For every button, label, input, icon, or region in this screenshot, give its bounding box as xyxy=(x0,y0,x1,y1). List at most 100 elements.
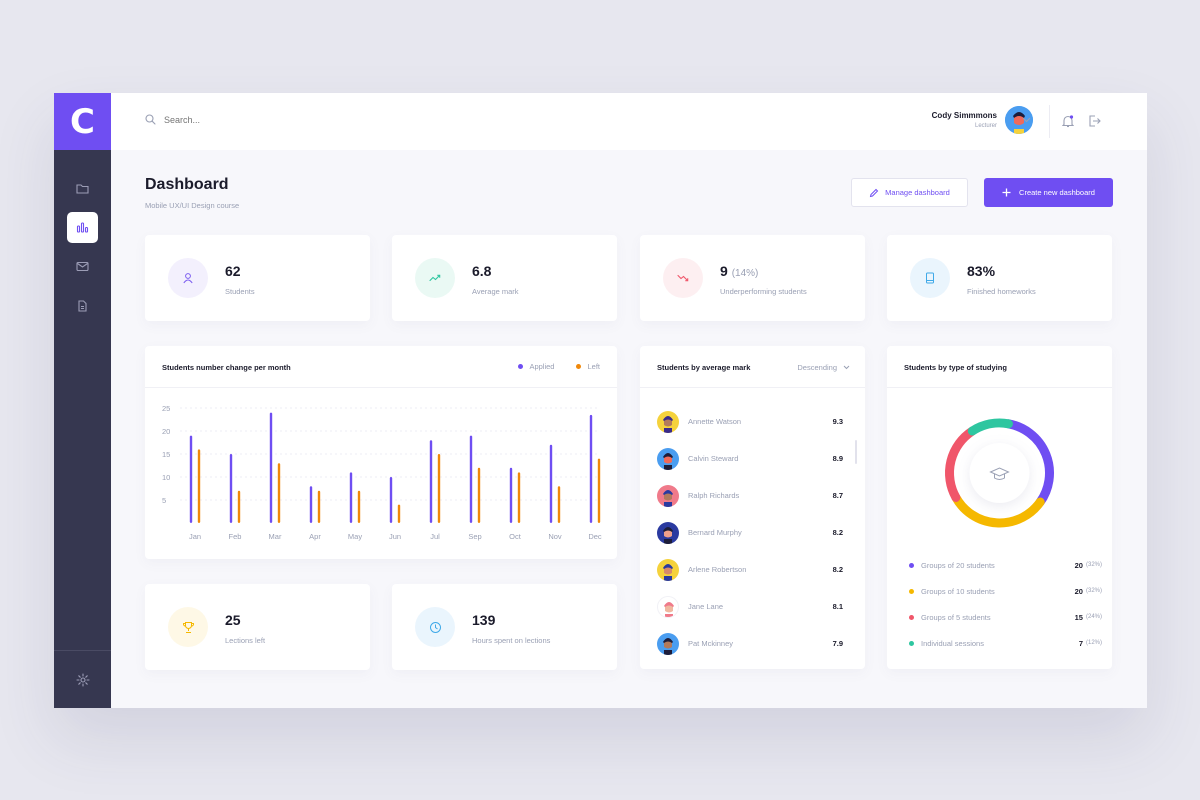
card-divider xyxy=(887,387,1112,388)
student-name: Pat Mckinney xyxy=(688,639,734,648)
student-mark: 7.9 xyxy=(832,639,843,648)
app-logo[interactable]: C xyxy=(54,93,111,150)
legend-percent: (32%) xyxy=(1085,562,1102,568)
chevron-down-icon xyxy=(843,365,850,370)
bell-icon[interactable] xyxy=(1062,115,1074,128)
list-item[interactable]: Jane Lane 8.1 xyxy=(657,588,843,625)
create-dashboard-button[interactable]: Create new dashboard xyxy=(984,178,1113,207)
avatar-illustration xyxy=(1005,106,1033,134)
sidebar: C xyxy=(54,93,111,708)
topbar-divider xyxy=(1049,105,1050,138)
bar-applied-dec[interactable] xyxy=(589,414,593,523)
logout-icon[interactable] xyxy=(1088,115,1101,127)
bar-chart-icon xyxy=(76,222,89,233)
mail-icon xyxy=(76,261,89,272)
x-tick-label: Dec xyxy=(588,532,602,541)
avatar xyxy=(657,447,679,470)
bar-left-jun[interactable] xyxy=(397,504,401,523)
student-mark: 9.3 xyxy=(832,417,843,426)
bar-applied-jan[interactable] xyxy=(189,435,193,523)
document-icon xyxy=(78,299,87,312)
stat-label: Average mark xyxy=(472,287,519,296)
x-tick-label: May xyxy=(348,532,362,541)
sort-dropdown[interactable]: Descending xyxy=(797,363,850,372)
stat-label: Students xyxy=(225,287,255,296)
page-title: Dashboard xyxy=(145,176,229,193)
list-scrollbar[interactable] xyxy=(855,440,857,464)
donut-chart xyxy=(945,418,1054,528)
bar-applied-jul[interactable] xyxy=(429,440,433,523)
user-name: Cody Simmmons xyxy=(931,111,997,120)
bar-left-dec[interactable] xyxy=(597,458,601,523)
book-icon xyxy=(926,272,934,284)
stat-icon-wrap xyxy=(415,258,455,298)
student-name: Jane Lane xyxy=(688,602,724,611)
student-name: Annette Watson xyxy=(688,417,742,426)
donut-segment-3[interactable] xyxy=(967,418,1013,436)
sidebar-settings[interactable] xyxy=(54,650,111,708)
donut-segment-1[interactable] xyxy=(951,492,1045,528)
list-item[interactable]: Arlene Robertson 8.2 xyxy=(657,551,843,588)
stat-value: 83% xyxy=(967,263,996,279)
legend-dot xyxy=(909,640,914,646)
bar-applied-nov[interactable] xyxy=(549,444,553,523)
list-item[interactable]: Annette Watson 9.3 xyxy=(657,403,843,440)
trend-up-icon xyxy=(429,274,441,282)
list-item[interactable]: Bernard Murphy 8.2 xyxy=(657,514,843,551)
bar-left-jul[interactable] xyxy=(437,454,441,523)
bar-applied-feb[interactable] xyxy=(229,454,233,523)
stat-icon-wrap xyxy=(168,258,208,298)
legend-label: Groups of 20 students xyxy=(921,560,995,570)
bar-left-jan[interactable] xyxy=(197,449,201,523)
list-item[interactable]: Pat Mckinney 7.9 xyxy=(657,625,843,662)
search-bar xyxy=(145,114,364,125)
avatar xyxy=(657,484,679,507)
bar-left-mar[interactable] xyxy=(277,463,281,523)
bar-left-oct[interactable] xyxy=(517,472,521,523)
user-profile[interactable]: Cody Simmmons Lecturer xyxy=(932,106,1033,134)
search-input[interactable] xyxy=(164,114,364,125)
bar-applied-oct[interactable] xyxy=(509,467,513,523)
stat-icon-wrap xyxy=(910,258,950,298)
stat-extra: (14%) xyxy=(731,268,759,279)
bar-left-feb[interactable] xyxy=(237,490,241,523)
donut-segment-0[interactable] xyxy=(1003,419,1054,507)
sidebar-item-dashboard[interactable] xyxy=(67,212,98,243)
bar-applied-jun[interactable] xyxy=(389,477,393,523)
bar-left-may[interactable] xyxy=(357,490,361,523)
list-item[interactable]: Calvin Steward 8.9 xyxy=(657,440,843,477)
sidebar-item-folders[interactable] xyxy=(67,173,98,204)
stat-icon-wrap xyxy=(663,258,703,298)
manage-dashboard-button[interactable]: Manage dashboard xyxy=(851,178,968,207)
bar-left-sep[interactable] xyxy=(477,467,481,523)
list-item[interactable]: Ralph Richards 8.7 xyxy=(657,477,843,514)
sidebar-item-documents[interactable] xyxy=(67,290,98,321)
bar-chart: 5 10 15 20 25 Jan Feb Mar Apr May Jun Jul Sep Oct Nov D… xyxy=(162,404,602,541)
donut-legend-item: Groups of 20 students 20 (32%) xyxy=(909,552,1102,578)
stat-card-hours: 139 Hours spent on lections xyxy=(392,584,617,670)
bar-applied-mar[interactable] xyxy=(269,412,273,523)
bar-applied-may[interactable] xyxy=(349,472,353,523)
donut-legend-item: Groups of 5 students 15 (24%) xyxy=(909,604,1102,630)
stat-card-average-mark: 6.8 Average mark xyxy=(392,235,617,321)
chevron-down-icon[interactable] xyxy=(1022,117,1031,123)
bar-left-apr[interactable] xyxy=(317,490,321,523)
legend-left: Left xyxy=(587,362,600,371)
sidebar-nav xyxy=(54,173,111,329)
donut-segment-2[interactable] xyxy=(945,426,977,502)
students-list-card: Students by average mark Descending Anne… xyxy=(640,346,865,669)
stat-icon-wrap xyxy=(415,607,455,647)
stat-card-homeworks: 83% Finished homeworks xyxy=(887,235,1112,321)
sidebar-item-messages[interactable] xyxy=(67,251,98,282)
bar-applied-apr[interactable] xyxy=(309,486,313,523)
x-tick-label: Mar xyxy=(269,532,282,541)
bar-applied-sep[interactable] xyxy=(469,435,473,523)
create-dashboard-label: Create new dashboard xyxy=(1019,188,1095,197)
plus-icon xyxy=(1002,188,1011,197)
sort-label: Descending xyxy=(797,363,837,372)
avatar xyxy=(657,632,679,655)
students-list-title: Students by average mark xyxy=(657,363,751,372)
stat-label: Finished homeworks xyxy=(967,287,1036,296)
legend-count: 20 xyxy=(1074,560,1083,570)
bar-left-nov[interactable] xyxy=(557,486,561,523)
